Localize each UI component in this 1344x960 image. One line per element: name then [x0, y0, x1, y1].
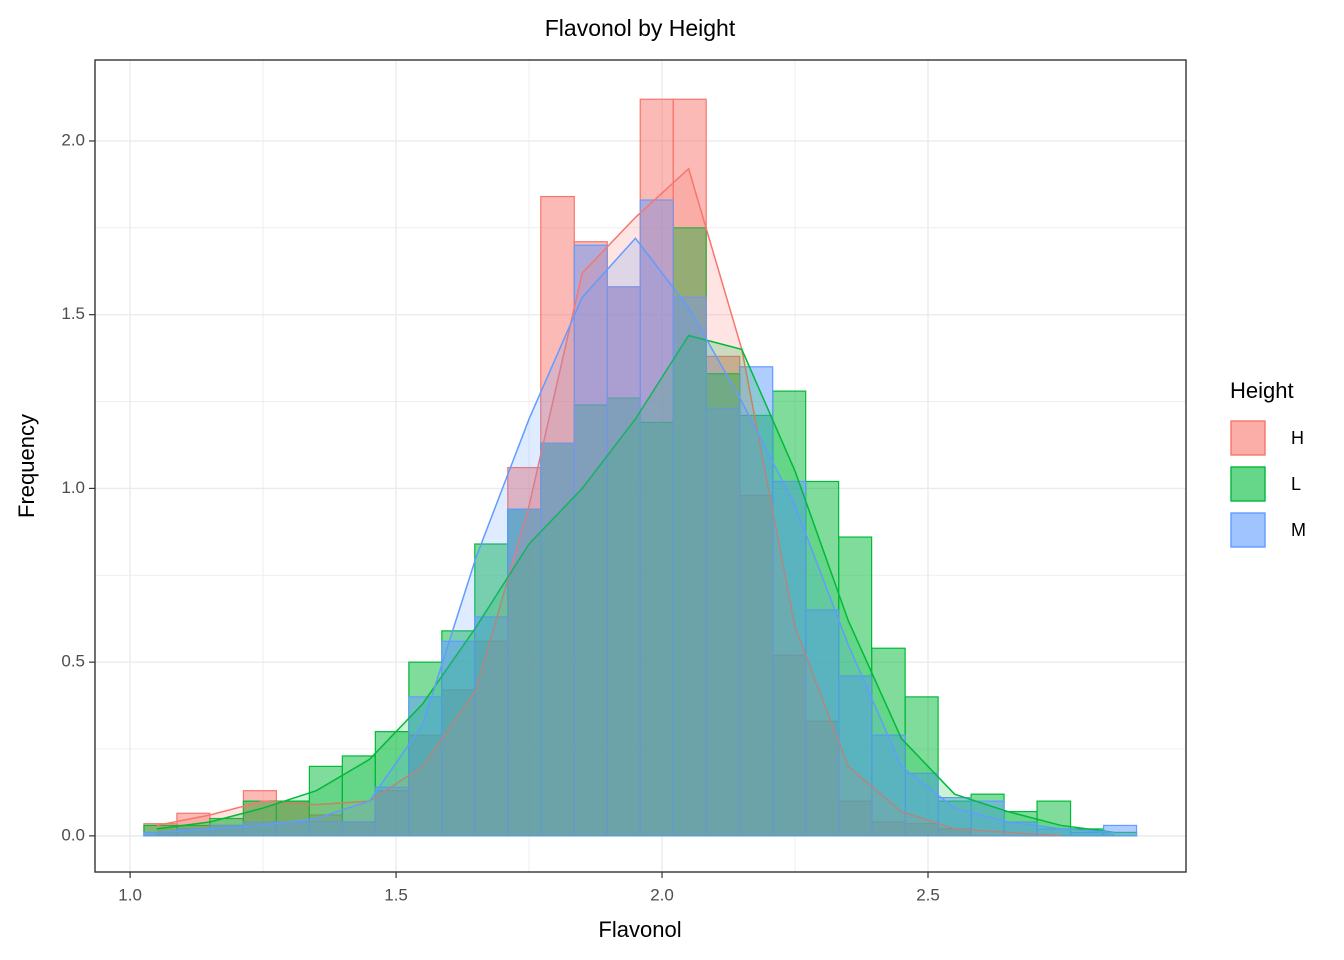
y-tick-label: 2.0	[61, 130, 85, 149]
legend-label: M	[1291, 520, 1306, 540]
bar	[374, 786, 410, 837]
legend-title: Height	[1230, 378, 1294, 403]
x-tick-label: 2.0	[650, 885, 674, 904]
panel-border	[94, 59, 1187, 873]
density-line	[156, 237, 1115, 834]
density-line	[156, 167, 1062, 837]
y-tick-label: 1.0	[61, 478, 85, 497]
density-area	[156, 168, 1061, 836]
bar	[871, 734, 906, 837]
bar	[606, 286, 641, 837]
x-tick-label: 2.5	[916, 885, 940, 904]
bar	[672, 296, 707, 837]
bar	[904, 772, 939, 837]
bar	[540, 442, 575, 837]
bar	[474, 616, 509, 837]
x-tick-label: 1.5	[384, 885, 408, 904]
y-tick-label: 1.5	[61, 304, 85, 323]
density-line	[156, 334, 1115, 834]
bar	[970, 800, 1005, 837]
y-axis-title: Frequency	[14, 414, 39, 518]
legend-key	[1230, 466, 1266, 502]
chart-title: Flavonol by Height	[545, 15, 736, 41]
x-tick-label: 1.0	[118, 885, 142, 904]
legend-key	[1230, 420, 1266, 456]
x-axis-title: Flavonol	[598, 917, 681, 942]
legend-label: H	[1291, 428, 1304, 448]
density-area	[156, 238, 1115, 836]
bar	[507, 508, 542, 837]
density-area	[156, 335, 1115, 836]
y-tick-label: 0.0	[61, 825, 85, 844]
y-tick-label: 0.5	[61, 652, 85, 671]
legend-key	[1230, 512, 1266, 548]
bar	[805, 609, 840, 837]
legend-label: L	[1291, 474, 1301, 494]
